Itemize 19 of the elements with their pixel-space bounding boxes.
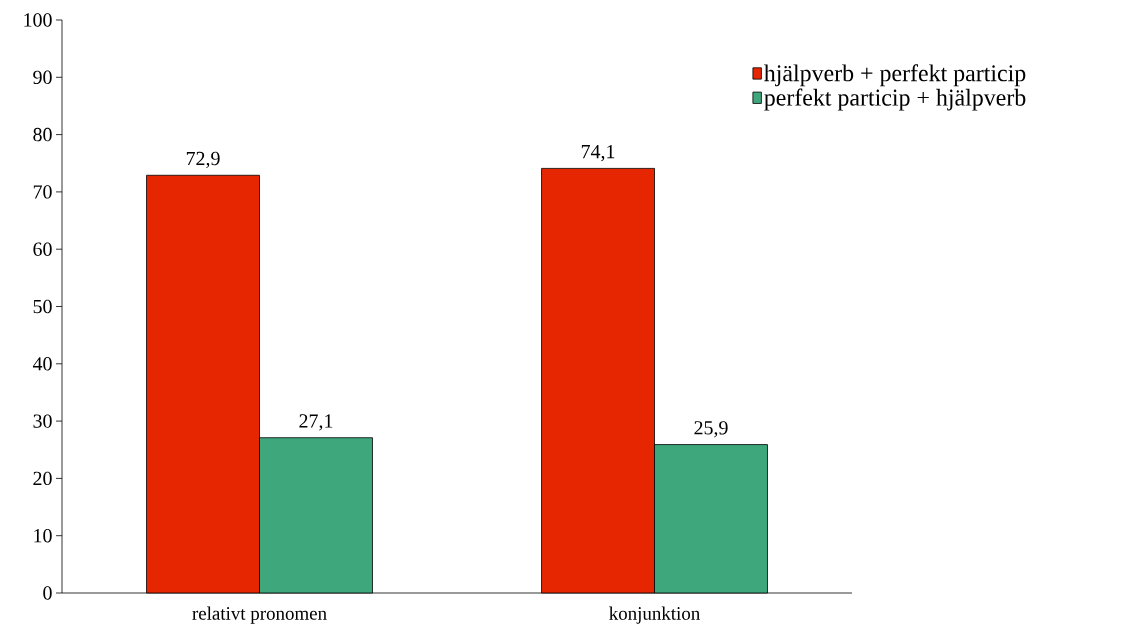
y-tick-label: 60 [33,242,52,256]
legend-label: hjälpverb + perfekt particip [764,64,1026,87]
y-tick-label: 10 [34,528,52,543]
y-tick-label: 100 [24,13,52,27]
data-label: 72,9 [186,151,220,169]
x-tick-label: relativt pronomen [192,606,327,624]
y-tick-label: 90 [33,70,52,85]
y-tick-label: 40 [32,357,52,371]
y-tick-label: 0 [43,586,52,600]
x-tick-label: konjunktion [609,606,700,624]
data-label: 74,1 [581,144,615,162]
y-tick-label: 80 [33,127,52,142]
data-label: 27,1 [299,414,333,431]
y-tick-label: 50 [33,299,52,314]
y-tick-label: 70 [33,185,52,199]
y-tick-label: 20 [33,471,52,486]
data-label: 25,9 [694,421,728,438]
y-tick-label: 30 [33,414,52,428]
legend-label: perfekt particip + hjälpverb [764,88,1026,111]
